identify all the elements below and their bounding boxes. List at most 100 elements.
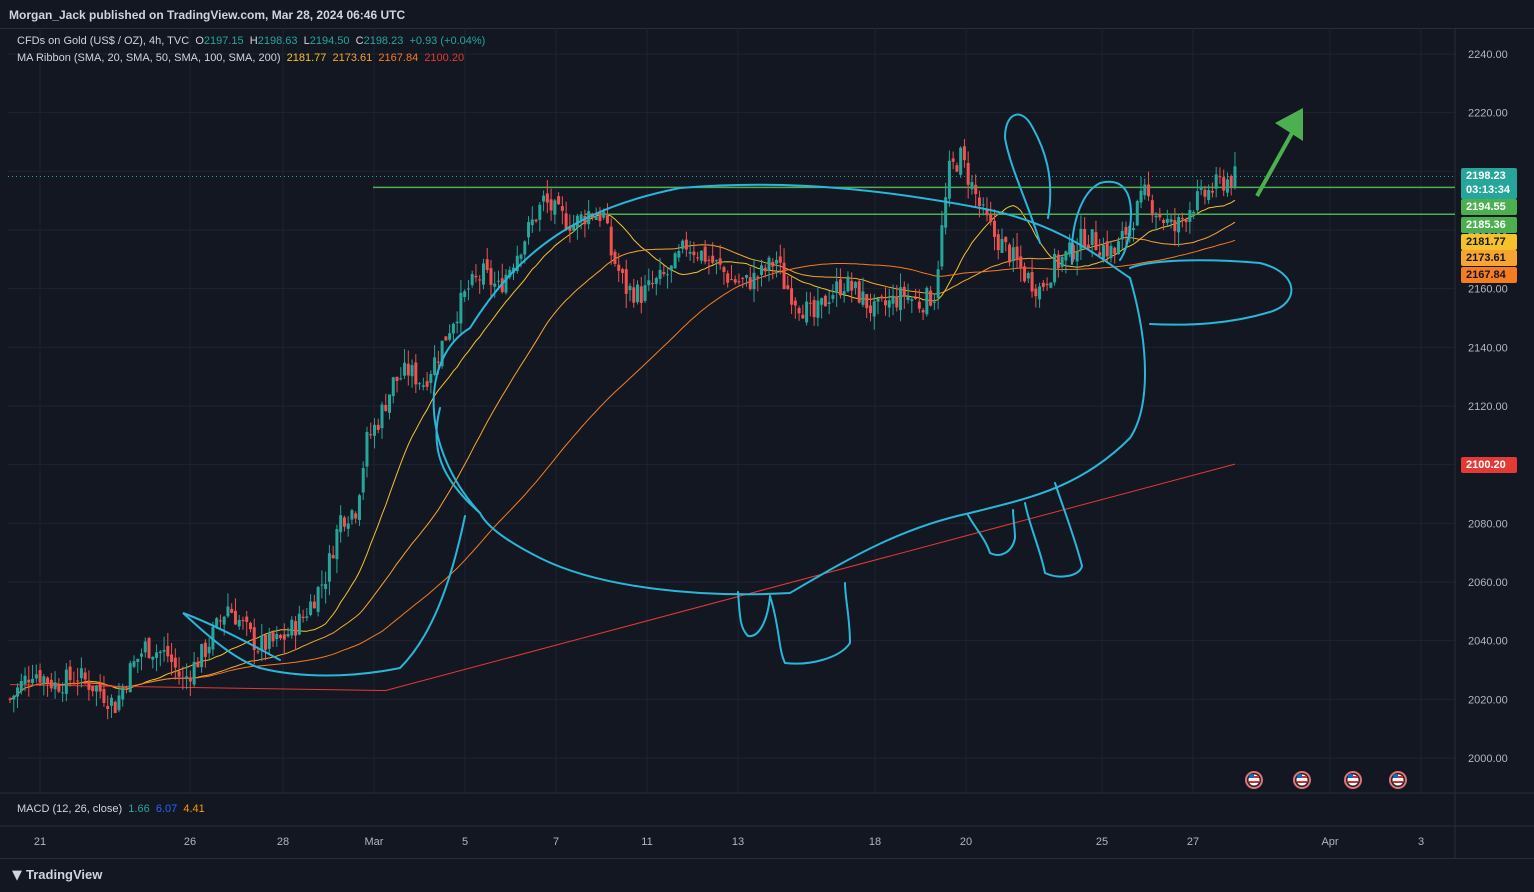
candle-body	[1030, 272, 1034, 292]
us-flag-icon[interactable]	[1293, 771, 1311, 789]
candle-body	[388, 394, 392, 413]
candle-body	[1169, 219, 1173, 223]
tradingview-logo[interactable]: ▼ TradingView	[12, 867, 102, 883]
macd-legend: MACD (12, 26, close) 1.66 6.07 4.41	[17, 803, 205, 815]
candle-body	[192, 661, 196, 685]
candle-body	[1188, 209, 1192, 222]
moving-averages	[9, 199, 1236, 701]
flag-canton	[1348, 774, 1353, 778]
candle-body	[444, 336, 448, 341]
candle-body	[309, 601, 313, 615]
candle-body	[737, 281, 741, 283]
candle-body	[286, 634, 290, 637]
candle-body	[553, 200, 557, 215]
x-tick-label: 27	[1187, 836, 1199, 848]
candlesticks	[8, 138, 1237, 720]
candle-body	[1053, 253, 1057, 283]
candle-body	[248, 622, 252, 630]
candle-body	[260, 635, 264, 651]
candle-body	[485, 259, 489, 270]
candle-body	[279, 635, 283, 639]
candle-body	[846, 276, 850, 292]
candle-body	[1207, 189, 1211, 200]
sma100-line	[9, 239, 1236, 701]
candle-body	[57, 684, 61, 692]
tv-brand: TradingView	[26, 867, 103, 882]
candle-body	[519, 254, 523, 259]
candle-body	[433, 357, 437, 375]
candle-body	[868, 305, 872, 314]
candle-body	[696, 257, 700, 259]
candle-body	[335, 529, 339, 560]
candle-body	[365, 432, 369, 467]
candle-body	[861, 291, 865, 305]
candle-body	[226, 606, 230, 617]
price-chart[interactable]: 2240.002220.002200.002180.002160.002140.…	[0, 28, 1534, 858]
flag-stripe	[1297, 781, 1307, 783]
candle-body	[1086, 244, 1090, 249]
low-value: 2194.50	[309, 35, 350, 47]
candle-body	[763, 267, 767, 272]
bullish-arrow-shaft	[1255, 132, 1294, 197]
y-tick-label: 2020.00	[1468, 694, 1508, 706]
candle-body	[1019, 256, 1023, 268]
candle-body	[143, 641, 147, 653]
us-flag-icon[interactable]	[1389, 771, 1407, 789]
open-label: O	[195, 35, 204, 47]
candle-body	[1165, 218, 1169, 223]
candle-body	[594, 216, 598, 221]
candle-body	[493, 283, 497, 287]
candle-body	[1079, 228, 1083, 250]
candle-body	[658, 269, 662, 279]
candle-body	[793, 300, 797, 306]
candle-body	[102, 688, 106, 703]
candle-body	[429, 373, 433, 383]
candle-body	[230, 608, 234, 613]
candle-body	[542, 195, 546, 202]
candle-body	[857, 281, 861, 303]
candle-body	[564, 213, 568, 230]
candle-body	[455, 321, 459, 324]
candle-body	[955, 165, 959, 172]
candle-body	[1154, 215, 1158, 218]
high-value: 2198.63	[257, 35, 298, 47]
candle-body	[354, 513, 358, 519]
candle-body	[816, 300, 820, 318]
x-tick-label: 21	[34, 836, 46, 848]
candle-body	[534, 219, 538, 222]
candle-body	[598, 212, 602, 221]
candle-body	[1105, 241, 1109, 257]
us-flag-icon[interactable]	[1344, 771, 1362, 789]
us-flag-icon[interactable]	[1245, 771, 1263, 789]
candle-body	[339, 515, 343, 533]
candle-body	[951, 158, 955, 162]
candle-body	[902, 286, 906, 297]
sma20-line	[9, 199, 1236, 701]
candle-body	[778, 256, 782, 263]
candle-body	[305, 616, 309, 618]
candle-body	[1180, 217, 1184, 219]
candle-body	[188, 677, 192, 682]
x-tick-label: 5	[462, 836, 468, 848]
drawing-stroke-2	[182, 515, 466, 677]
candle-body	[282, 634, 286, 640]
candle-body	[61, 692, 65, 694]
candle-body	[346, 523, 350, 529]
x-tick-label: 7	[553, 836, 559, 848]
candle-body	[1008, 244, 1012, 263]
candle-body	[1218, 176, 1222, 178]
drawing-stroke-3	[1129, 259, 1293, 326]
candle-body	[350, 510, 354, 520]
candle-body	[579, 214, 583, 221]
candle-body	[166, 645, 170, 657]
candle-body	[1041, 282, 1045, 288]
candle-body	[324, 583, 328, 589]
y-tick-label: 2040.00	[1468, 636, 1508, 648]
candle-body	[775, 259, 779, 264]
candle-body	[361, 468, 365, 493]
candle-body	[140, 653, 144, 657]
level-tag-2: 2185.36	[1461, 217, 1517, 233]
macd-label: MACD (12, 26, close)	[17, 803, 123, 815]
candle-body	[72, 682, 76, 684]
bar-countdown: 03:13:34	[1466, 184, 1511, 196]
